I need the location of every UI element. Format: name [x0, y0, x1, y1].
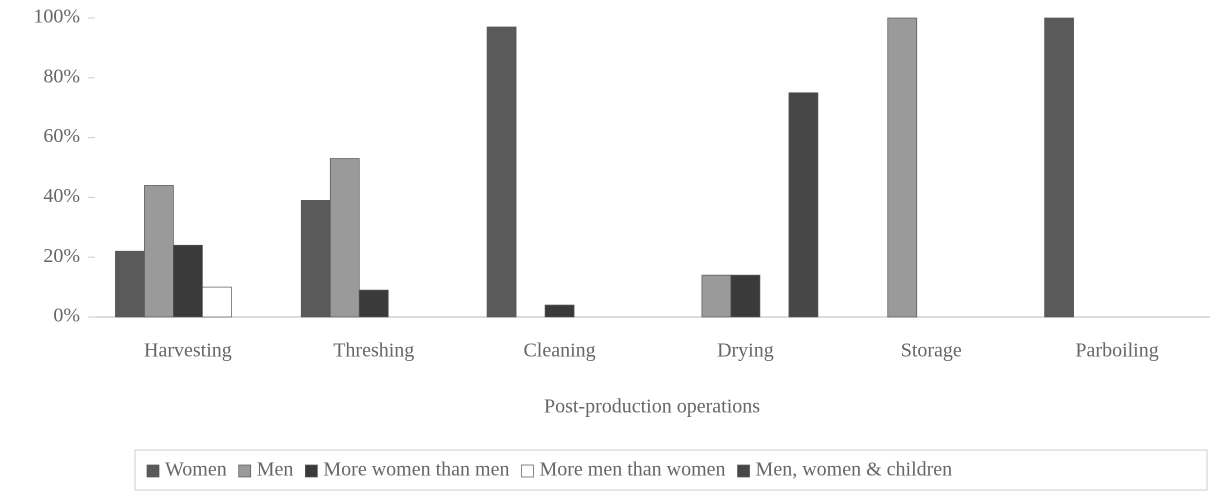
- bar: [887, 17, 918, 318]
- x-tick-label: Cleaning: [523, 340, 595, 362]
- x-axis-label: Post-production operations: [544, 396, 760, 418]
- legend-label: More women than men: [323, 459, 509, 481]
- y-tick-label: 40%: [43, 185, 80, 207]
- legend-label: Women: [165, 459, 227, 481]
- bar: [115, 250, 145, 318]
- legend-box: [134, 449, 1208, 491]
- y-tick-label: 0%: [53, 305, 80, 327]
- bar: [144, 185, 174, 318]
- x-tick-label: Parboiling: [1075, 340, 1158, 362]
- bar: [486, 26, 517, 318]
- legend-label: Men: [257, 459, 294, 481]
- legend-swatch: [305, 464, 318, 478]
- x-tick-label: Threshing: [333, 340, 414, 362]
- bar: [701, 274, 732, 318]
- legend-swatch: [737, 464, 750, 478]
- bar: [1044, 17, 1074, 318]
- bar: [788, 92, 819, 318]
- legend-swatch: [238, 464, 252, 478]
- legend-label: Men, women & children: [756, 459, 953, 481]
- bar: [358, 289, 389, 318]
- y-tick-label: 80%: [43, 65, 80, 87]
- legend-swatch: [521, 464, 534, 478]
- legend-label: More men than women: [539, 459, 725, 481]
- y-tick-label: 60%: [43, 125, 80, 147]
- y-tick-label: 20%: [43, 245, 80, 267]
- bar: [544, 304, 575, 318]
- bar: [173, 244, 203, 318]
- legend-swatch: [146, 464, 160, 478]
- bar: [730, 274, 761, 318]
- x-tick-label: Storage: [901, 340, 962, 362]
- x-tick-label: Harvesting: [144, 340, 232, 362]
- y-tick-label: 100%: [33, 6, 80, 28]
- bar: [329, 158, 360, 318]
- x-tick-label: Drying: [717, 340, 774, 362]
- bar: [202, 286, 232, 318]
- bar: [300, 200, 331, 318]
